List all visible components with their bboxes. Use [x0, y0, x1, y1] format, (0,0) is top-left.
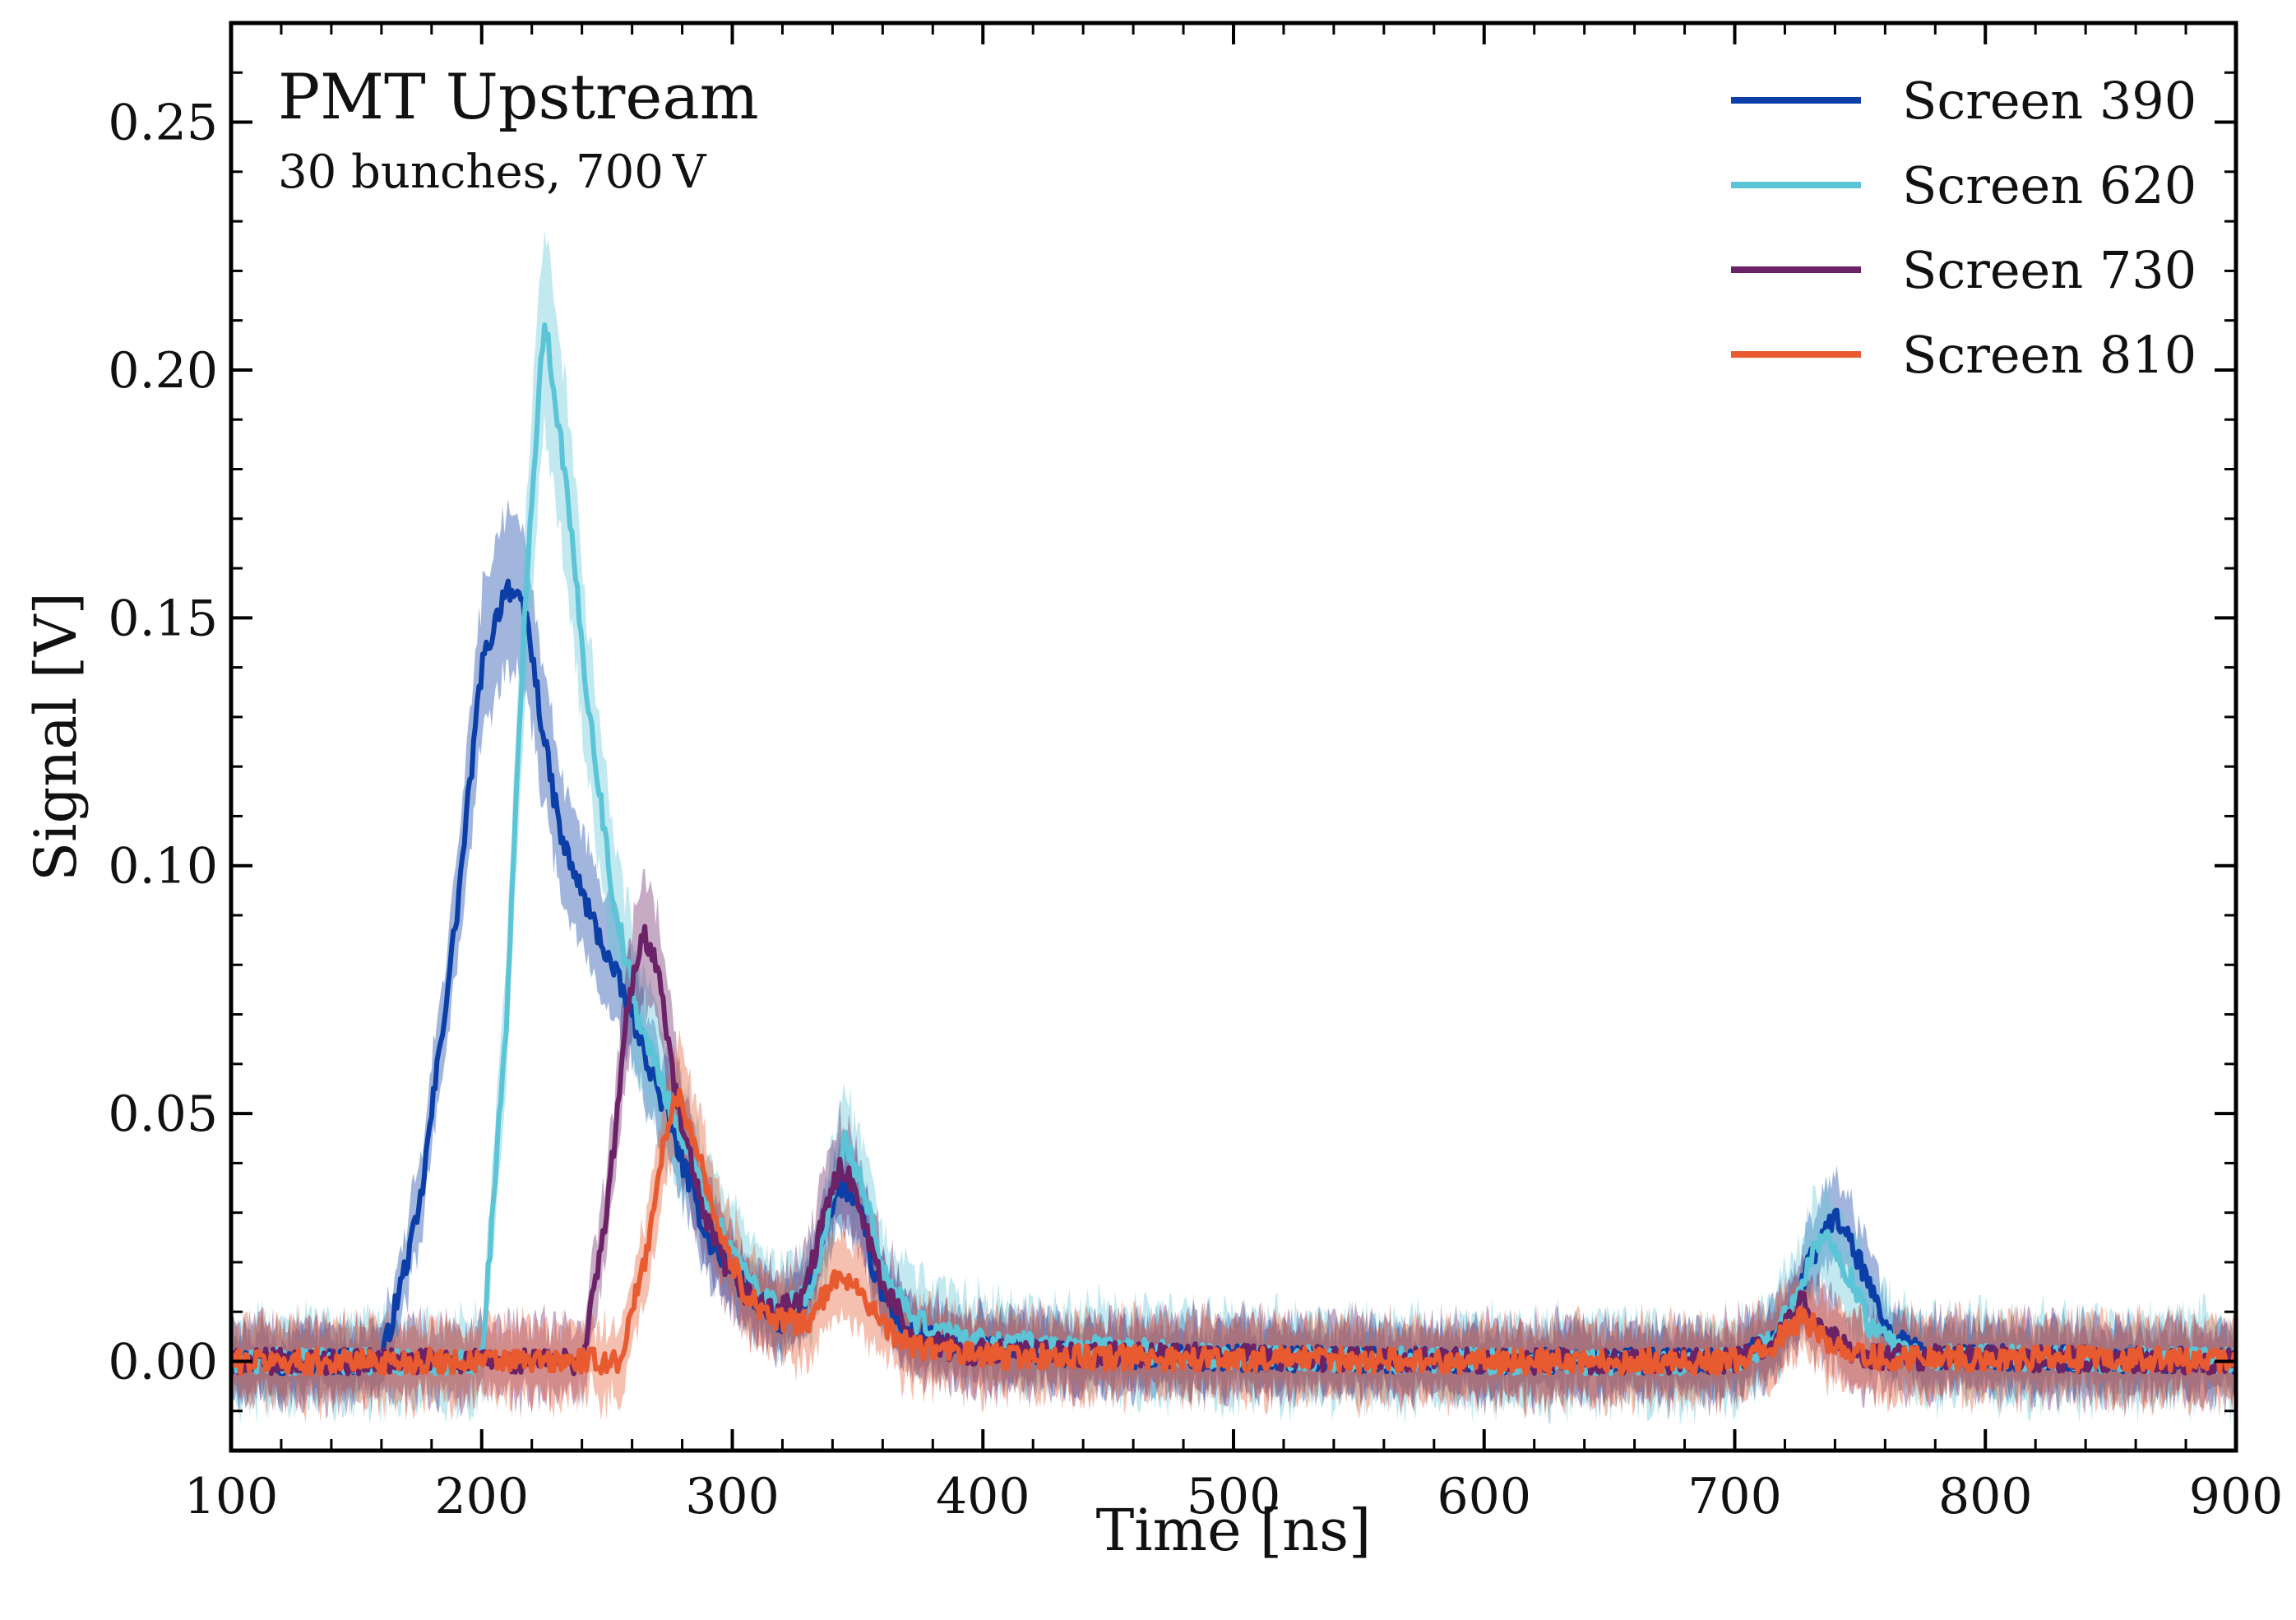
x-tick-label: 300 [685, 1468, 780, 1525]
y-tick-label: 0.00 [108, 1334, 218, 1391]
x-axis-label: Time [ns] [1096, 1497, 1372, 1564]
x-tick-label: 400 [936, 1468, 1030, 1525]
band-series-4 [231, 1028, 2236, 1423]
y-axis-label: Signal [V] [22, 592, 90, 882]
series-lines [231, 322, 2236, 1377]
x-tick-label: 800 [1938, 1468, 2033, 1525]
legend-label-2: Screen 620 [1902, 155, 2196, 215]
legend: Screen 390 Screen 620 Screen 730 Screen 810 [1731, 71, 2196, 385]
plot-frame [229, 21, 2238, 1453]
band-series-3 [231, 868, 2236, 1421]
line-series-4 [231, 1087, 2236, 1377]
tick-labels: 100 200 300 400 500 600 700 800 900 0.00 0.05 0.10 0… [108, 95, 2283, 1525]
uncertainty-bands [231, 229, 2236, 1427]
x-tick-label: 200 [434, 1468, 529, 1525]
band-series-2 [231, 229, 2236, 1427]
x-tick-label: 500 [1187, 1468, 1281, 1525]
x-tick-label: 700 [1687, 1468, 1782, 1525]
y-tick-label: 0.05 [108, 1085, 218, 1143]
x-tick-label: 600 [1437, 1468, 1531, 1525]
y-tick-label: 0.20 [108, 342, 218, 400]
y-tick-label: 0.10 [108, 838, 218, 896]
line-series-2 [231, 322, 2236, 1377]
legend-label-1: Screen 390 [1902, 71, 2196, 131]
y-tick-label: 0.15 [108, 590, 218, 647]
chart-title: PMT Upstream [278, 60, 759, 133]
chart-subtitle: 30 bunches, 700 V [278, 146, 707, 199]
y-tick-label: 0.25 [108, 95, 218, 152]
legend-label-3: Screen 730 [1902, 240, 2196, 300]
x-tick-label: 900 [2189, 1468, 2284, 1525]
x-tick-label: 100 [184, 1468, 279, 1525]
legend-label-4: Screen 810 [1902, 325, 2196, 385]
